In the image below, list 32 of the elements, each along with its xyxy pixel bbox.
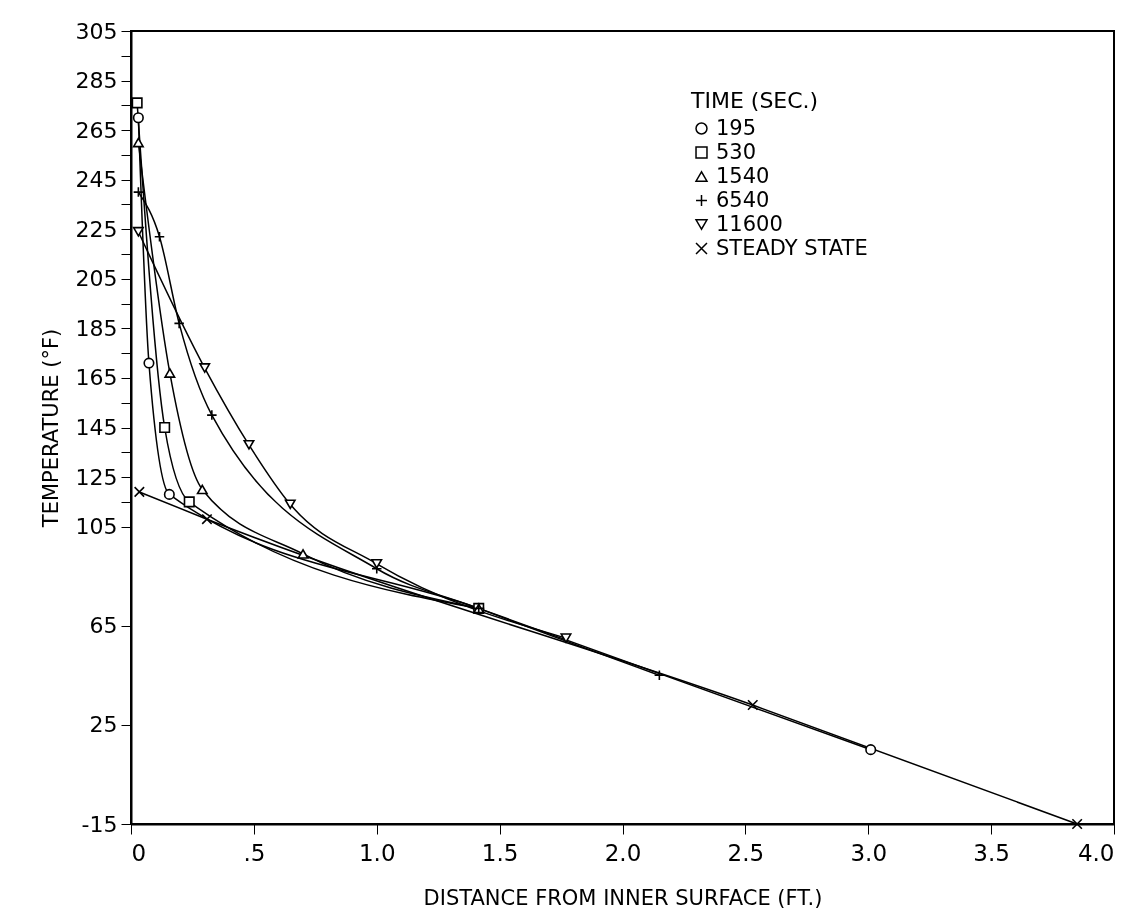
y-tick-label: 65 [89, 613, 118, 639]
legend-label: STEADY STATE [716, 235, 868, 260]
legend-label: 6540 [716, 187, 770, 212]
legend-title: TIME (SEC.) [690, 88, 819, 113]
legend-label: 195 [716, 115, 757, 140]
legend-label: 530 [716, 139, 757, 164]
y-tick-label: 25 [89, 712, 118, 738]
x-tick-label: 3.5 [973, 839, 1010, 866]
x-tick-label: 4.0 [1077, 839, 1115, 866]
y-tick-label: 165 [75, 365, 118, 391]
x-tick-label: .5 [243, 839, 266, 866]
y-tick-label: 205 [75, 266, 118, 292]
x-tick-label: 1.0 [358, 839, 396, 866]
x-tick-label: 3.0 [850, 839, 888, 866]
x-tick-label: 1.5 [481, 839, 519, 866]
y-tick-label: 225 [75, 216, 118, 242]
y-tick-label: 265 [75, 117, 118, 143]
y-tick-label: 245 [75, 167, 118, 193]
legend-label: 1540 [716, 163, 770, 188]
y-tick-label: 285 [75, 68, 118, 94]
y-tick-label: 105 [75, 514, 118, 540]
x-tick-label: 0 [131, 839, 147, 866]
y-tick-label: 125 [75, 464, 118, 490]
y-tick-label: 145 [75, 415, 118, 440]
y-tick-label: 185 [75, 315, 118, 341]
y-axis-title: TEMPERATURE (°F) [38, 328, 63, 529]
x-axis-title: DISTANCE FROM INNER SURFACE (FT.) [423, 885, 823, 910]
legend-label: 11600 [716, 211, 783, 236]
x-tick-label: 2.5 [727, 839, 765, 866]
x-tick-label: 2.0 [604, 839, 642, 866]
y-tick-label: 305 [75, 18, 118, 44]
y-tick-label: -15 [81, 811, 118, 837]
